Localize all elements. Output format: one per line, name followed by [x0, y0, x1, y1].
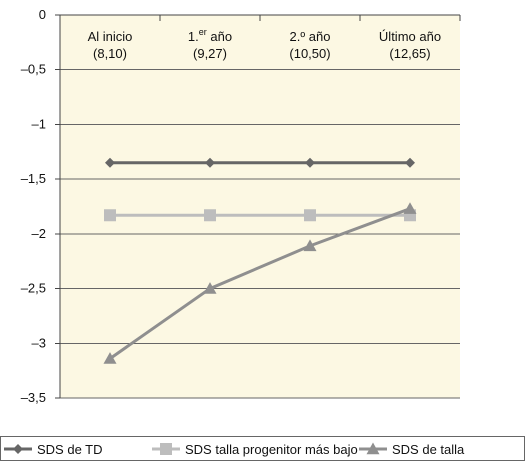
data-point: [304, 209, 316, 222]
data-point: [403, 202, 417, 214]
category-label: Último año: [379, 29, 441, 44]
plot-area: [60, 15, 460, 398]
legend-marker: [13, 444, 23, 454]
category-label: 1.er año: [188, 27, 232, 44]
data-point: [105, 157, 115, 168]
data-point: [305, 157, 315, 168]
data-point: [103, 352, 117, 364]
category-value-label: (12,65): [389, 46, 430, 61]
series-line: [109, 207, 411, 360]
data-point: [303, 239, 317, 252]
legend: SDS de TD SDS talla progenitor más bajo SD…: [0, 436, 525, 461]
legend-marker: [366, 442, 380, 455]
y-tick-label: –1: [32, 116, 46, 131]
gridlines: [55, 14, 461, 399]
legend-marker: [160, 443, 172, 455]
x-axis-categories: Al inicio (8,10) 1.er año (9,27) 2.º año (10,…: [88, 27, 441, 61]
y-tick-label: –1,5: [21, 171, 46, 186]
y-axis-ticks: 0 –0,5 –1 –1,5 –2 –2,5 –3 –3,5: [21, 7, 46, 405]
category-label: Al inicio: [88, 29, 133, 44]
category-value-label: (10,50): [289, 46, 330, 61]
category-label: 2.º año: [290, 29, 331, 44]
data-point: [405, 157, 415, 168]
legend-label: SDS talla progenitor más bajo: [185, 442, 358, 457]
data-point: [205, 157, 215, 168]
data-point: [204, 209, 216, 222]
y-tick-label: 0: [39, 7, 46, 22]
data-point: [203, 282, 217, 294]
series-group: [103, 157, 417, 364]
category-value-label: (9,27): [193, 46, 227, 61]
y-tick-label: –0,5: [21, 62, 46, 77]
y-tick-label: –2,5: [21, 281, 46, 296]
legend-label: SDS de TD: [37, 442, 103, 457]
y-tick-label: –3,5: [21, 390, 46, 405]
series-3: [103, 202, 417, 364]
data-point: [104, 209, 116, 222]
y-tick-label: –2: [32, 226, 46, 241]
legend-box: [0, 436, 525, 461]
y-tick-label: –3: [32, 335, 46, 350]
legend-label: SDS de talla: [392, 442, 465, 457]
category-value-label: (8,10): [93, 46, 127, 61]
series-1: [105, 157, 415, 168]
